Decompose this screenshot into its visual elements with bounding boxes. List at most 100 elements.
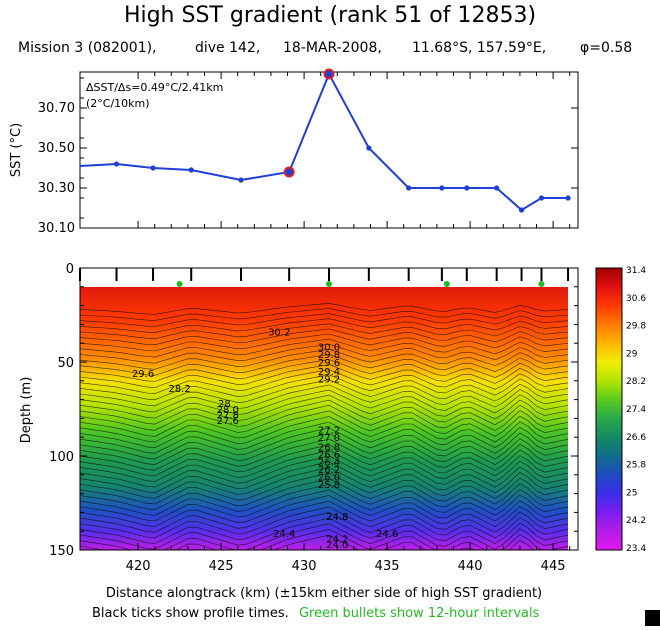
contour-line	[80, 444, 568, 477]
sst-axis-label: SST (°C)	[9, 123, 24, 177]
sst-point	[538, 195, 545, 201]
contour-line	[80, 455, 568, 488]
sst-point	[366, 145, 372, 151]
contour-line	[80, 410, 568, 443]
contour-line	[80, 303, 568, 315]
contour-label: 27.0	[318, 433, 340, 444]
contour-line	[80, 461, 568, 494]
depth-tick-label: 50	[57, 356, 74, 371]
contour-line	[80, 384, 568, 413]
sst-series	[79, 68, 571, 213]
contour-label: 26.0	[318, 472, 340, 483]
depth-tick-labels: 0 50 100 150	[49, 262, 74, 559]
contour-label: 27.6	[217, 416, 239, 427]
subtitle-dive: dive 142,	[195, 40, 260, 56]
contour-line	[80, 313, 568, 327]
temperature-contours	[80, 303, 568, 550]
contour-labels: 30.229.628.230.029.829.629.429.22828.027…	[132, 328, 398, 551]
green-bullet	[538, 281, 545, 287]
depth-axis-label: Depth (m)	[19, 377, 34, 444]
green-bullet	[176, 281, 183, 287]
sst-point	[439, 185, 445, 191]
colorbar-labels: 31.4 30.6 29.8 29 28.2 27.4 26.6 25.8 25 24.2 23.4	[626, 266, 646, 554]
green-bullet	[443, 281, 450, 287]
sst-highlight-point	[283, 166, 295, 178]
colorbar-label: 26.6	[626, 433, 646, 443]
contour-line	[80, 333, 568, 352]
contour-line	[80, 450, 568, 482]
contour-label: 24.2	[326, 534, 348, 545]
upper-axis-ticks	[80, 72, 578, 229]
contour-line	[80, 472, 568, 505]
contour-label: 30.0	[318, 343, 340, 354]
subtitle-date: 18-MAR-2008,	[283, 40, 382, 56]
colorbar-label: 24.2	[626, 516, 646, 526]
contour-line	[80, 379, 568, 407]
upper-y-tick-label: 30.50	[38, 141, 75, 156]
contour-line	[80, 427, 568, 460]
contour-line	[186, 534, 534, 550]
depth-tick-label: 0	[66, 262, 74, 277]
sst-point	[406, 185, 412, 191]
contour-label: 27.8	[217, 410, 239, 421]
contour-label: 28.2	[168, 384, 190, 395]
distance-tick-label: 440	[458, 559, 483, 574]
contour-label: 29.6	[318, 358, 340, 369]
colorbar-label: 28.2	[626, 377, 646, 387]
sst-point	[494, 185, 500, 191]
sst-point	[113, 161, 120, 167]
contour-line	[80, 466, 568, 499]
contour-line	[80, 374, 568, 401]
contour-line	[80, 364, 568, 388]
contour-line	[80, 359, 568, 382]
twelve-hour-bullets	[176, 281, 545, 287]
colorbar-label: 29.8	[626, 322, 646, 332]
contour-line	[80, 338, 568, 358]
sst-highlight-point	[323, 68, 335, 80]
contour-line	[80, 478, 568, 511]
depth-tick-label: 150	[49, 544, 74, 559]
contour-line	[80, 369, 568, 395]
contour-line	[80, 394, 568, 425]
colorbar-label: 30.6	[626, 294, 646, 304]
contour-line	[80, 404, 568, 437]
subtitle-phi: φ=0.58	[580, 40, 632, 56]
sst-line-panel: 30.10 30.30 30.50 30.70 SST (°C) ΔSST/Δs=0.…	[9, 68, 579, 236]
contour-line	[80, 528, 568, 550]
sst-point	[464, 185, 470, 191]
contour-label: 29.8	[318, 350, 340, 361]
contour-label: 24.6	[376, 529, 398, 540]
sst-point	[188, 167, 194, 173]
contour-line	[80, 348, 568, 370]
distance-tick-label: 445	[541, 559, 566, 574]
contour-label: 29.6	[132, 369, 154, 380]
depth-tick-label: 100	[49, 450, 74, 465]
distance-tick-label: 435	[375, 559, 400, 574]
contour-label: 30.2	[268, 328, 290, 339]
green-bullet	[326, 281, 332, 287]
contour-label: 28	[218, 399, 231, 410]
sst-point	[565, 195, 571, 201]
colorbar-label: 25	[626, 488, 637, 498]
contour-label: 24.8	[326, 512, 348, 523]
colorbar-label: 25.8	[626, 461, 646, 471]
distance-tick-label: 425	[209, 559, 234, 574]
footer-black-text: Black ticks show profile times.	[92, 606, 289, 621]
contour-line	[80, 399, 568, 431]
contour-label: 26.6	[318, 450, 340, 461]
contour-line	[80, 500, 568, 533]
contour-line	[80, 489, 568, 522]
colorbar-label: 27.4	[626, 405, 646, 415]
footer-note: Black ticks show profile times. Green bu…	[92, 606, 540, 621]
upper-y-tick-label: 30.30	[38, 181, 75, 196]
contour-line	[80, 389, 568, 419]
subtitle-position: 11.68°S, 157.59°E,	[412, 40, 546, 56]
contour-line	[80, 523, 568, 550]
contour-label: 29.4	[318, 367, 340, 378]
colorbar-label: 23.4	[626, 544, 646, 554]
contour-label: 26.4	[318, 457, 340, 468]
contour-line	[80, 495, 568, 527]
contour-line	[80, 323, 568, 340]
colorbar-scale	[595, 267, 623, 551]
upper-y-tick-label: 30.10	[38, 221, 75, 236]
